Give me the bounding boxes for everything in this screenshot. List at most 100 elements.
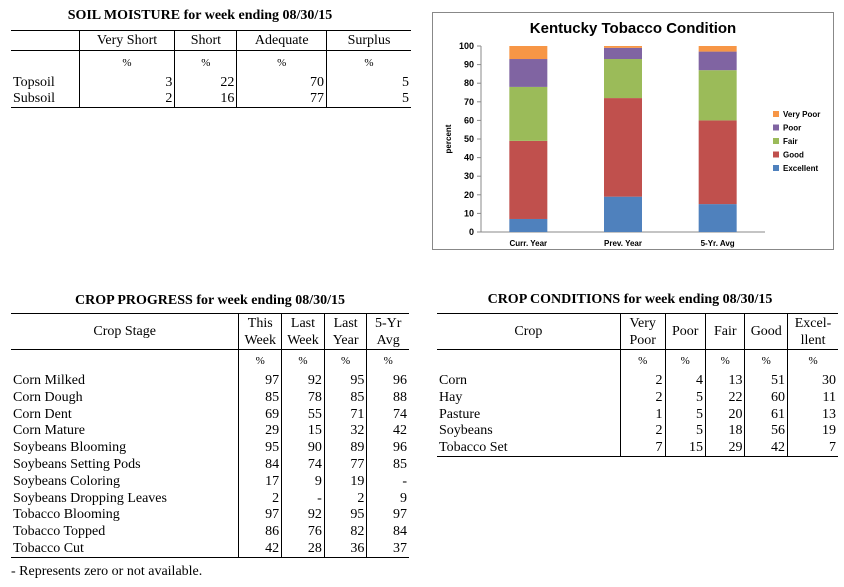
row-label: Pasture [439, 406, 481, 422]
legend-swatch [773, 124, 779, 131]
cell-value: - [366, 473, 409, 491]
row-label: Tobacco Topped [13, 524, 106, 540]
table-row: Tobacco Topped 86 76 82 84 [11, 523, 409, 541]
unit-label: % [664, 349, 706, 372]
cell-value: 84 [366, 523, 409, 541]
bar-segment-very-poor [698, 46, 737, 52]
row-label: Soybeans Blooming [13, 440, 127, 456]
table-row: Corn Mature 29 15 32 42 [11, 423, 409, 440]
bar-segment-excellent [698, 204, 737, 232]
y-tick-label: 100 [459, 41, 474, 51]
y-tick-label: 40 [464, 153, 474, 163]
cell-value: 36 [323, 540, 367, 558]
cell-value: 22 [704, 389, 745, 407]
row-label: Tobacco Cut [13, 540, 84, 556]
cell-value: 16 [174, 90, 237, 108]
table-row: Corn Dent 69 55 71 74 [11, 406, 409, 424]
row-label: Corn Dent [13, 406, 72, 422]
y-tick-label: 80 [464, 78, 474, 88]
cell-value: 2 [323, 490, 367, 508]
cell-value: 97 [238, 507, 282, 524]
y-tick-label: 50 [464, 134, 474, 144]
table-row: Tobacco Set 7 15 29 42 7 [437, 439, 838, 457]
legend-label: Poor [783, 124, 801, 133]
y-tick-label: 0 [469, 227, 474, 237]
legend-label: Fair [783, 137, 798, 146]
table-row: Tobacco Blooming 97 92 95 97 [11, 507, 409, 524]
y-axis-label: percent [444, 124, 453, 153]
table-row: Corn 2 4 13 51 30 [437, 371, 838, 390]
cell-value: 32 [323, 423, 367, 440]
cell-value: 74 [281, 456, 325, 474]
row-label: Soybeans Setting Pods [13, 457, 141, 473]
cell-value: 29 [704, 439, 745, 457]
cell-value: 95 [238, 439, 282, 457]
bar-segment-fair [509, 86, 548, 141]
cell-value: 5 [664, 389, 706, 407]
table-row: Tobacco Cut 42 28 36 37 [11, 540, 409, 558]
unit-label: % [78, 50, 175, 75]
row-label: Soybeans [439, 423, 493, 439]
row-label: Tobacco Set [439, 440, 508, 456]
row-label: Corn Mature [13, 423, 85, 439]
cell-value: 20 [704, 406, 745, 424]
cell-value: 42 [238, 540, 282, 558]
cell-value: 78 [281, 389, 325, 407]
row-label: Soybeans Coloring [13, 473, 120, 489]
bar-segment-poor [698, 51, 737, 71]
cell-value: 85 [323, 389, 367, 407]
cell-value: 97 [366, 507, 409, 524]
row-label: Topsoil [13, 74, 55, 90]
cell-value: 89 [323, 439, 367, 457]
bar-segment-excellent [604, 196, 642, 232]
col-header: Good [744, 313, 788, 350]
cell-value: 11 [787, 389, 838, 407]
cell-value: 17 [238, 473, 282, 491]
cell-value: 69 [238, 406, 282, 424]
unit-label: % [238, 349, 282, 372]
y-tick-label: 70 [464, 97, 474, 107]
cell-value: 71 [323, 406, 367, 424]
unit-label: % [787, 349, 838, 372]
table-row: Corn Milked 97 92 95 96 [11, 371, 409, 390]
table-row: Soybeans Coloring 17 9 19- [11, 473, 409, 491]
crop-progress-title: CROP PROGRESS for week ending 08/30/15 [74, 293, 346, 308]
cell-value: 29 [238, 423, 282, 440]
cell-value: 84 [238, 456, 282, 474]
table-row: Soybeans 2 5 18 56 19 [437, 423, 838, 440]
cell-value: 19 [323, 473, 367, 491]
y-tick-label: 30 [464, 171, 474, 181]
bar-segment-poor [604, 47, 642, 60]
row-label: Tobacco Blooming [13, 507, 120, 523]
cell-value: 3 [78, 74, 175, 91]
row-label: Subsoil [13, 90, 56, 106]
cell-value: 5 [326, 74, 411, 91]
cell-value: 77 [236, 90, 327, 108]
unit-label: % [281, 349, 325, 372]
bar-segment-poor [509, 59, 548, 87]
row-label: Hay [439, 389, 463, 405]
cell-value: 51 [744, 371, 788, 390]
cell-value: - [281, 490, 325, 508]
cell-value: 60 [744, 389, 788, 407]
cell-value: 92 [281, 371, 325, 390]
cell-value: 1 [619, 406, 665, 424]
cell-value: 82 [323, 523, 367, 541]
cell-value: 9 [366, 490, 409, 508]
row-label: Corn Milked [13, 372, 85, 388]
col-header: Very Short [78, 30, 175, 51]
cell-value: 96 [366, 439, 409, 457]
row-label: Soybeans Dropping Leaves [13, 490, 167, 506]
unit-label: % [174, 50, 237, 75]
table-row: Soybeans Blooming 95 90 89 96 [11, 439, 409, 457]
cell-value: 95 [323, 507, 367, 524]
cell-value: 96 [366, 371, 409, 390]
crop-header: Crop [514, 323, 543, 339]
unit-label: % [326, 50, 411, 75]
x-tick-label: 5-Yr. Avg [701, 239, 735, 248]
chart-title: Kentucky Tobacco Condition [530, 20, 736, 37]
cell-value: 7 [619, 439, 665, 457]
cell-value: 2 [238, 490, 282, 508]
crop-conditions-table: Crop Very Poor Poor Fair Good Excel-llent… [437, 313, 838, 457]
cell-value: 2 [619, 371, 665, 390]
